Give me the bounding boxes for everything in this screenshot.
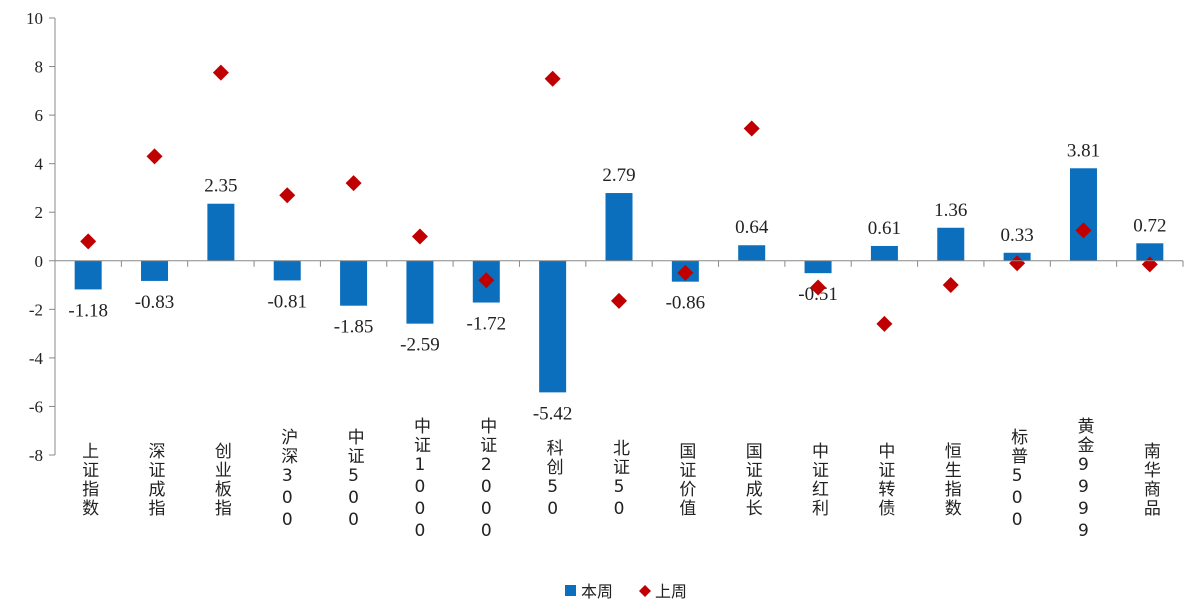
y-tick-label: 10 bbox=[26, 9, 43, 28]
bar bbox=[207, 203, 235, 261]
scatter-point bbox=[810, 279, 827, 296]
x-category-label: 南华商品 bbox=[1140, 442, 1161, 518]
x-category-label: 创业板指 bbox=[211, 442, 232, 518]
bar-value-label: 0.64 bbox=[735, 217, 769, 238]
x-category-label: 恒生指数 bbox=[941, 442, 962, 518]
y-axis-ticks: 10 8 6 4 2 0 -2 -4 -6 -8 bbox=[26, 9, 55, 465]
x-category-label: 中证转债 bbox=[874, 442, 895, 518]
scatter-point bbox=[611, 292, 627, 309]
bar bbox=[804, 260, 832, 274]
bar-series bbox=[74, 168, 1164, 393]
legend-swatch-diamond bbox=[639, 585, 651, 597]
scatter-point bbox=[1075, 222, 1092, 239]
x-category-label: 上证指数 bbox=[78, 442, 99, 518]
x-category-label: 中证2000 bbox=[476, 417, 497, 543]
bar bbox=[738, 245, 766, 261]
bar bbox=[340, 260, 368, 306]
scatter-point bbox=[1009, 255, 1026, 272]
scatter-point bbox=[942, 277, 959, 294]
legend-swatch-bar bbox=[565, 585, 576, 596]
bar-value-label: 0.72 bbox=[1133, 215, 1166, 236]
legend-label-bar: 本周 bbox=[581, 582, 613, 601]
x-category-label: 中证红利 bbox=[808, 442, 829, 518]
bar-value-label: -1.85 bbox=[334, 317, 374, 338]
y-tick-label: -2 bbox=[29, 300, 43, 319]
y-tick-label: -8 bbox=[29, 446, 43, 465]
x-category-label: 国证价值 bbox=[675, 442, 696, 518]
legend: 本周 上周 bbox=[565, 582, 687, 601]
scatter-point bbox=[212, 64, 229, 81]
x-category-label: 沪深300 bbox=[277, 428, 298, 532]
scatter-point bbox=[478, 272, 495, 289]
bar bbox=[870, 245, 898, 261]
bar-value-label: -0.81 bbox=[267, 291, 307, 312]
x-category-label: 中证1000 bbox=[410, 417, 431, 543]
bar-value-label: 2.35 bbox=[204, 176, 237, 197]
scatter-point bbox=[80, 233, 97, 250]
bar-value-label: 2.79 bbox=[602, 165, 635, 186]
x-axis-categories: 上证指数 深证成指 创业板指 沪深300 中证500 中证1000 中证2000 科创50 北证… bbox=[54, 260, 1184, 543]
y-tick-label: 6 bbox=[35, 106, 44, 125]
bar-value-label: -2.59 bbox=[400, 335, 440, 356]
bar bbox=[605, 193, 633, 261]
bar bbox=[937, 227, 965, 261]
scatter-point bbox=[345, 175, 362, 192]
scatter-point bbox=[876, 315, 893, 332]
x-category-label: 深证成指 bbox=[145, 442, 166, 518]
x-category-label: 黄金9999 bbox=[1073, 417, 1094, 543]
bar bbox=[273, 260, 301, 281]
y-tick-label: 4 bbox=[35, 155, 44, 174]
scatter-point bbox=[411, 228, 428, 245]
x-category-label: 北证50 bbox=[609, 439, 630, 521]
y-tick-label: 2 bbox=[35, 203, 44, 222]
bar bbox=[539, 260, 567, 393]
legend-label-diamond: 上周 bbox=[655, 582, 687, 601]
bar bbox=[141, 260, 169, 281]
bar-value-label: 3.81 bbox=[1067, 140, 1100, 161]
y-tick-label: -4 bbox=[29, 349, 44, 368]
bar bbox=[1136, 243, 1164, 261]
bar bbox=[1069, 168, 1097, 261]
bar-value-label: 0.33 bbox=[1000, 225, 1033, 246]
scatter-point bbox=[677, 264, 694, 281]
scatter-point bbox=[743, 120, 760, 137]
bar bbox=[406, 260, 434, 324]
y-tick-label: 8 bbox=[35, 58, 44, 77]
bar-value-label: 1.36 bbox=[934, 200, 967, 221]
x-category-label: 国证成长 bbox=[742, 442, 763, 518]
x-category-label: 标普500 bbox=[1007, 428, 1028, 532]
bar-value-label: 0.61 bbox=[868, 218, 901, 239]
x-category-label: 中证500 bbox=[344, 428, 365, 532]
bar bbox=[74, 260, 102, 290]
y-tick-label: 0 bbox=[35, 252, 44, 271]
bar-value-label: -1.18 bbox=[68, 300, 108, 321]
x-category-label: 科创50 bbox=[543, 439, 564, 521]
bar-value-label: -5.42 bbox=[533, 403, 573, 424]
bar-value-label: -0.86 bbox=[666, 293, 706, 314]
y-tick-label: -6 bbox=[29, 397, 43, 416]
scatter-point bbox=[279, 187, 296, 204]
bar-value-label: -1.72 bbox=[467, 314, 507, 335]
bar-data-labels: -1.18 -0.83 2.35 -0.81 -1.85 -2.59 -1.72 -5.42 2… bbox=[68, 140, 1166, 424]
scatter-point bbox=[146, 148, 163, 165]
scatter-point bbox=[544, 70, 561, 87]
bar-value-label: -0.83 bbox=[135, 292, 175, 313]
